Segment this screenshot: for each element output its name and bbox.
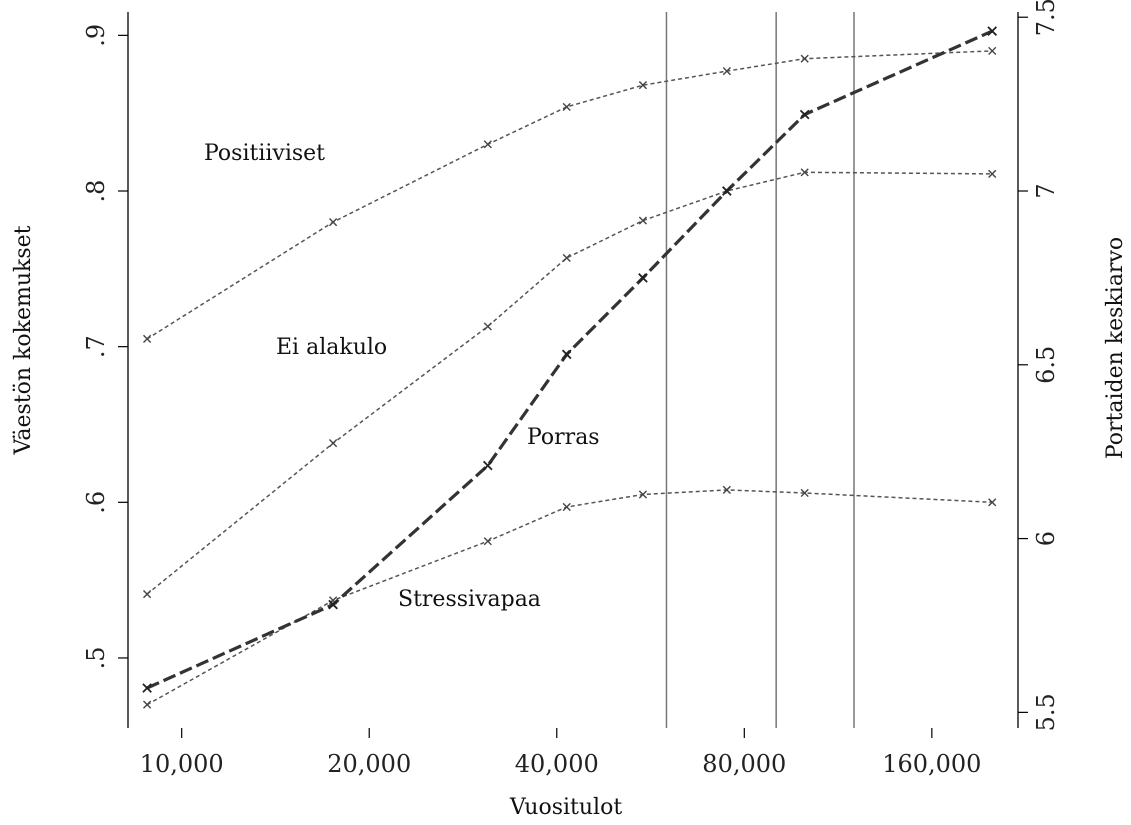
series-label-porras: Porras [527,425,600,450]
series-labels: Positiiviset Ei alakulo Porras Stressiva… [204,141,600,612]
series-line-porras [146,29,993,690]
data-point-positiiviset [562,102,571,112]
series-layer [142,26,998,709]
data-point-porras [987,26,998,36]
series-label-positiiviset: Positiiviset [204,141,325,166]
data-point-positiiviset [143,334,152,343]
data-point-porras [142,683,152,693]
data-point-ei-alakulo [562,253,571,263]
data-point-ei-alakulo [483,322,492,331]
data-point-positiiviset [638,81,648,90]
data-point-porras [328,599,338,610]
series-line-ei-alakulo [146,171,993,595]
right-y-tick-label: 7 [1032,183,1060,198]
data-point-stressivapaa [483,537,492,546]
data-point-porras [799,109,810,120]
left-y-axis-title: Väestön kokemukset [11,225,36,455]
right-y-tick-label: 6.5 [1032,346,1060,384]
data-point-positiiviset [722,67,731,76]
data-point-ei-alakulo [143,590,152,599]
left-y-tick-label: .8 [82,180,110,203]
data-point-ei-alakulo [329,439,338,448]
left-y-tick-label: .6 [82,491,110,514]
data-point-ei-alakulo [800,168,809,177]
data-point-stressivapaa [800,488,809,498]
data-point-ei-alakulo [988,169,997,178]
x-tick-label: 20,000 [327,750,411,778]
left-y-tick-label: .9 [82,24,110,47]
data-point-positiiviset [988,46,997,56]
ticks-layer: 10,000 20,000 40,000 80,000 160,000 .5 .6 .7 .8.… [82,0,1060,778]
x-tick-label: 160,000 [882,750,981,778]
right-y-tick-label: 6 [1032,531,1060,546]
left-y-tick-label: .5 [82,647,110,670]
data-point-positiiviset [329,218,338,227]
data-point-porras [638,273,648,283]
series-label-stressivapaa: Stressivapaa [398,587,541,612]
axes [127,12,1019,728]
data-point-porras [482,460,493,471]
x-tick-label: 80,000 [702,750,786,778]
x-axis-title: Vuositulot [509,795,623,820]
x-tick-label: 10,000 [140,750,224,778]
series-label-ei-alakulo: Ei alakulo [276,335,387,360]
data-point-stressivapaa [722,485,731,494]
left-y-tick-label: .7 [82,335,110,358]
data-point-positiiviset [483,140,492,149]
series-line-stressivapaa [146,489,993,706]
x-tick-label: 40,000 [515,750,599,778]
data-point-positiiviset [800,54,809,63]
reference-lines [665,12,855,728]
data-point-stressivapaa [143,700,152,709]
right-y-tick-label: 7.5 [1032,0,1060,36]
data-point-porras [561,349,572,360]
data-point-stressivapaa [988,498,997,507]
right-y-axis-title: Portaiden keskiarvo [1103,237,1128,459]
data-point-stressivapaa [638,490,648,499]
series-line-positiiviset [146,50,993,340]
right-y-tick-label: 5.5 [1032,693,1060,731]
data-point-porras [722,186,732,196]
data-point-ei-alakulo [638,216,648,225]
data-point-stressivapaa [562,502,571,512]
